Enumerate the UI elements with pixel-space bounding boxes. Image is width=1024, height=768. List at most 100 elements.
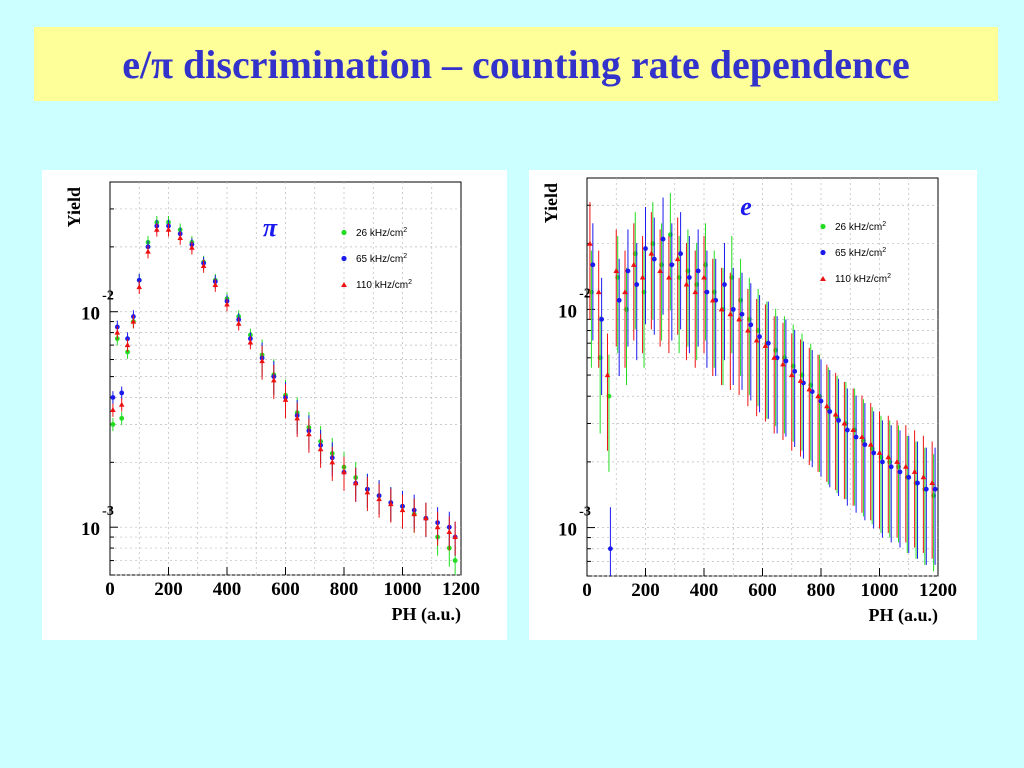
data-point: [701, 274, 707, 280]
data-point: [727, 311, 734, 317]
data-point: [114, 329, 121, 335]
data-point: [352, 480, 359, 486]
legend-sup: 2: [403, 227, 407, 234]
legend-entry: 65 kHz/cm2: [356, 253, 407, 265]
data-point: [648, 250, 655, 256]
data-point: [604, 372, 611, 378]
x-tick-label: 1200: [442, 579, 480, 600]
data-point: [622, 289, 628, 295]
legend-text: 110 kHz/cm: [835, 274, 887, 285]
y-tick-exponent: -2: [579, 286, 591, 301]
legend-entry: 110 kHz/cm2: [835, 273, 891, 285]
data-point: [736, 316, 742, 322]
data-point: [885, 454, 892, 460]
data-point: [145, 248, 151, 254]
y-tick-label: 10: [81, 304, 100, 325]
data-point: [686, 275, 692, 280]
data-point: [329, 459, 336, 465]
data-point: [669, 262, 675, 268]
legend-text: 65 kHz/cm: [835, 248, 882, 259]
data-point: [915, 480, 920, 486]
data-point: [177, 234, 183, 240]
x-axis-label: PH (a.u.): [392, 604, 462, 625]
data-point: [136, 277, 142, 283]
data-point: [815, 393, 821, 399]
legend-marker: [341, 282, 347, 287]
data-point: [923, 486, 929, 492]
data-point: [824, 403, 830, 409]
legend-text: 110 kHz/cm: [356, 280, 408, 291]
data-point: [110, 421, 116, 427]
data-point: [867, 441, 874, 447]
data-point: [625, 268, 631, 274]
data-point: [880, 459, 885, 465]
data-point: [929, 480, 935, 486]
data-point: [616, 297, 622, 303]
legend-marker: [820, 223, 826, 230]
data-point: [660, 236, 666, 242]
y-tick-label: 10: [558, 520, 577, 541]
data-point: [587, 240, 593, 246]
data-point: [797, 377, 804, 383]
data-point: [294, 415, 300, 421]
data-point: [125, 336, 130, 342]
legend-entry: 110 kHz/cm2: [356, 279, 412, 291]
data-point: [599, 316, 605, 322]
x-tick-label: 200: [631, 580, 660, 601]
data-point: [434, 524, 441, 530]
data-point: [247, 339, 254, 345]
data-point: [753, 337, 760, 343]
data-point: [125, 349, 130, 355]
data-point: [136, 284, 143, 290]
data-point: [718, 306, 725, 312]
data-point: [788, 372, 795, 378]
data-point: [695, 268, 701, 274]
plot-frame: [586, 177, 939, 577]
legend-sup: 2: [882, 221, 886, 228]
data-point: [745, 327, 751, 333]
data-point: [423, 515, 429, 521]
x-tick-label: 800: [330, 579, 359, 600]
data-point: [271, 377, 277, 383]
data-point: [762, 342, 769, 348]
legend-entry: 26 kHz/cm2: [835, 221, 886, 233]
data-point: [341, 469, 347, 475]
data-point: [678, 251, 683, 257]
data-point: [154, 226, 160, 232]
series-1: [590, 197, 938, 576]
chart-panel-pion: 0 200 400 600 800 1000 1200 10 -2 10 -3 PH (a.u.) Yi…: [42, 170, 507, 640]
data-point: [118, 401, 125, 407]
data-point: [590, 262, 596, 268]
legend-text: 65 kHz/cm: [356, 254, 403, 265]
data-point: [119, 390, 125, 396]
x-tick-label: 200: [154, 579, 183, 600]
data-point: [844, 427, 850, 433]
data-point: [411, 511, 417, 517]
legend-text: 26 kHz/cm: [835, 222, 882, 233]
x-tick-label: 0: [105, 579, 115, 600]
y-tick-exponent: -2: [102, 289, 114, 304]
series-0: [110, 215, 458, 575]
data-point: [130, 318, 137, 324]
data-point: [932, 486, 938, 492]
data-point: [903, 463, 909, 469]
series-2: [587, 202, 935, 559]
data-point: [818, 398, 824, 404]
x-tick-label: 400: [690, 580, 719, 601]
data-point: [906, 474, 912, 480]
data-point: [306, 431, 312, 437]
data-point: [792, 368, 798, 374]
data-point: [388, 501, 394, 507]
y-tick-exponent: -3: [579, 505, 591, 520]
data-point: [876, 449, 883, 455]
legend-sup: 2: [403, 253, 407, 260]
y-tick-label: 10: [81, 519, 100, 540]
x-tick-label: 800: [807, 580, 836, 601]
data-point: [850, 427, 856, 433]
data-point: [639, 274, 646, 280]
data-point: [376, 496, 382, 502]
data-point: [608, 546, 613, 552]
data-point: [832, 411, 839, 417]
data-point: [683, 281, 690, 287]
